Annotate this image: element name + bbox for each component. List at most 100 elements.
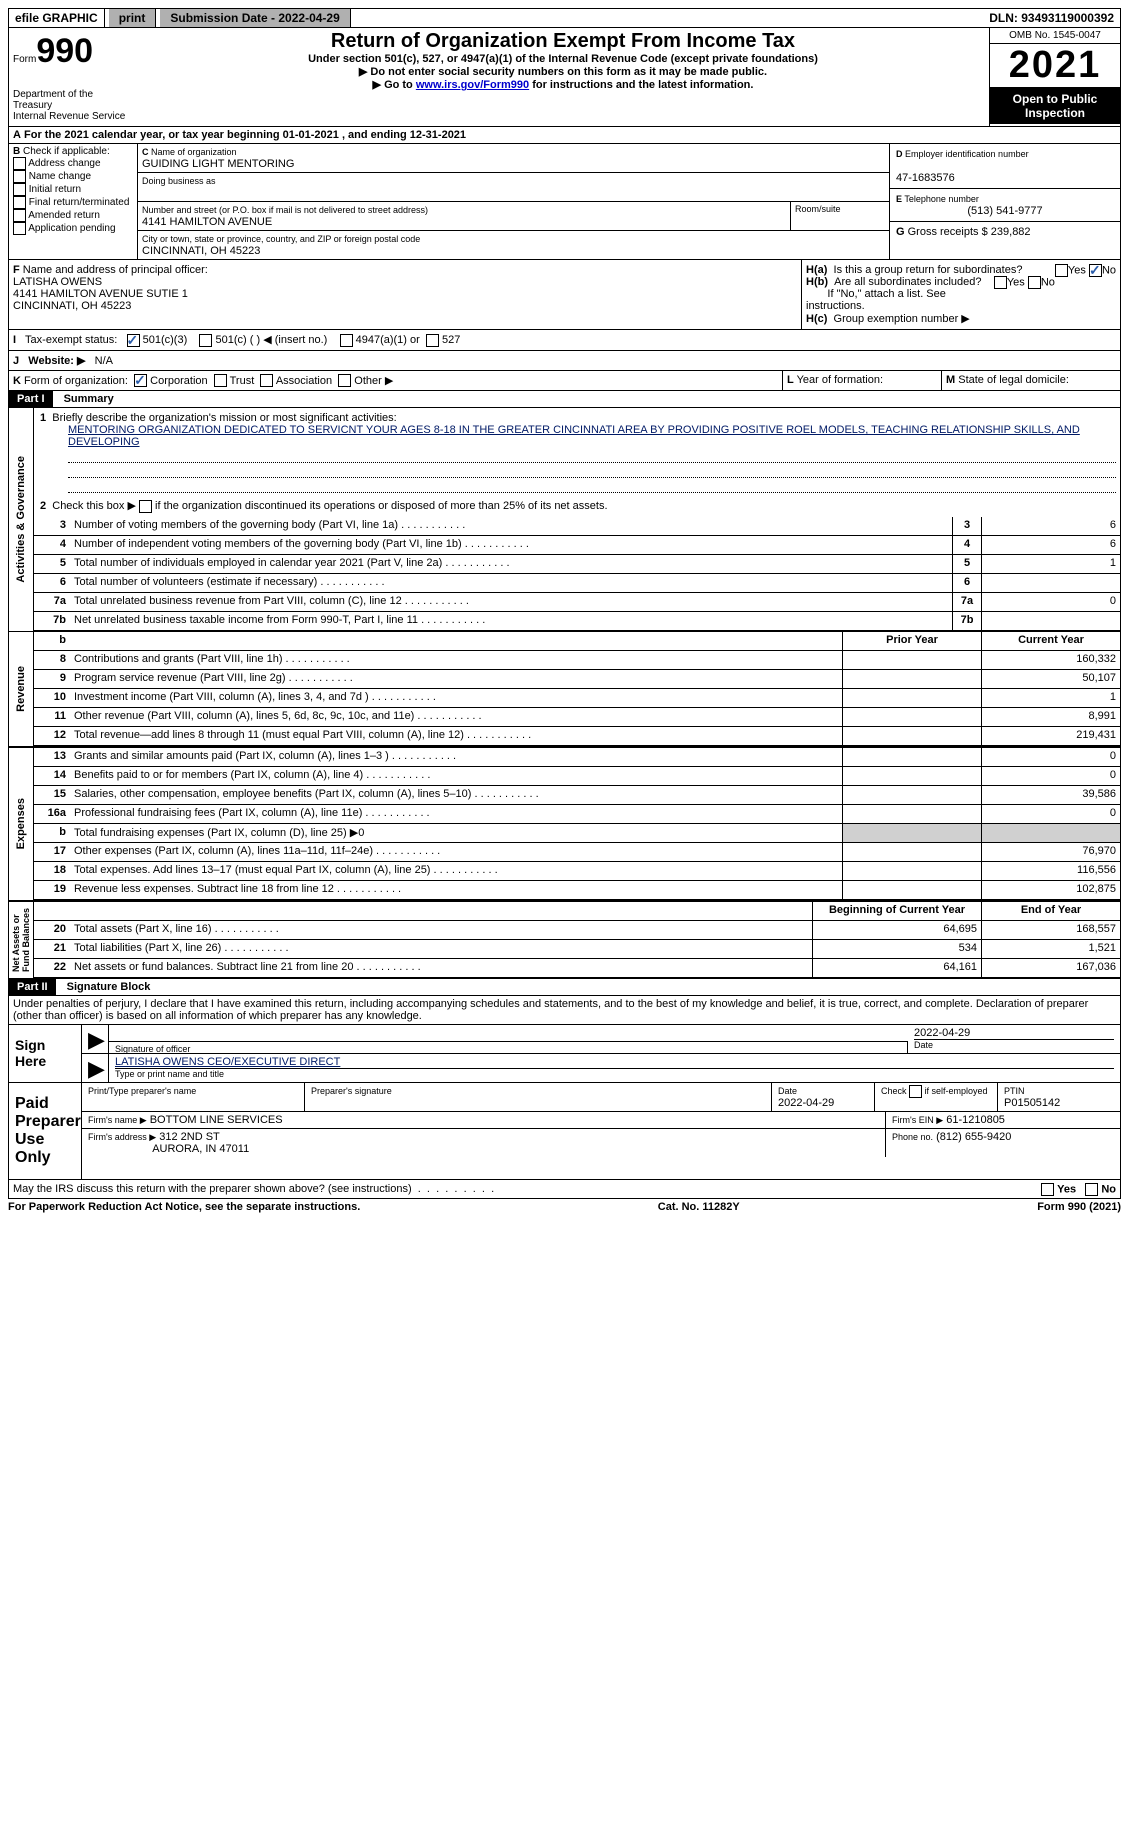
expense-line-b: bTotal fundraising expenses (Part IX, co… xyxy=(34,824,1120,843)
corp-check[interactable] xyxy=(134,374,147,387)
line-klm: K Form of organization: Corporation Trus… xyxy=(8,371,1121,392)
initial-return-check[interactable] xyxy=(13,183,26,196)
expense-line-18: 18Total expenses. Add lines 13–17 (must … xyxy=(34,862,1120,881)
website: N/A xyxy=(95,355,113,367)
officer-typed-name: LATISHA OWENS CEO/EXECUTIVE DIRECT xyxy=(115,1056,340,1068)
summary-line-5: 5Total number of individuals employed in… xyxy=(34,555,1120,574)
irs-link[interactable]: www.irs.gov/Form990 xyxy=(416,79,529,91)
part1-name: Summary xyxy=(56,393,114,405)
vlabel-net-assets: Net Assets orFund Balances xyxy=(9,902,34,978)
net-line-22: 22Net assets or fund balances. Subtract … xyxy=(34,959,1120,978)
vlabel-activities: Activities & Governance xyxy=(9,408,34,631)
other-check[interactable] xyxy=(338,374,351,387)
section-bcdeg: B Check if applicable: Address change Na… xyxy=(8,143,1121,260)
part2-name: Signature Block xyxy=(59,981,151,993)
submission-date: Submission Date - 2022-04-29 xyxy=(160,9,350,27)
subtitle-1: Under section 501(c), 527, or 4947(a)(1)… xyxy=(141,53,985,65)
officer-name: LATISHA OWENS xyxy=(13,276,102,288)
paid-preparer-label: Paid Preparer Use Only xyxy=(9,1083,81,1179)
section-f: F Name and address of principal officer:… xyxy=(9,260,801,329)
sig-officer-label: Signature of officer xyxy=(109,1041,908,1053)
section-fh: F Name and address of principal officer:… xyxy=(8,260,1121,330)
expense-line-13: 13Grants and similar amounts paid (Part … xyxy=(34,748,1120,767)
section-c: C Name of organization GUIDING LIGHT MEN… xyxy=(138,144,889,259)
firm-ein: 61-1210805 xyxy=(946,1114,1005,1126)
form-label: Form xyxy=(13,54,36,65)
open-to-public: Open to Public Inspection xyxy=(990,88,1120,124)
discuss-line: May the IRS discuss this return with the… xyxy=(8,1180,1121,1199)
dln: DLN: 93493119000392 xyxy=(983,9,1120,27)
hb-no[interactable] xyxy=(1028,276,1041,289)
gross-receipts: 239,882 xyxy=(991,226,1031,238)
part1-header: Part I xyxy=(9,391,53,407)
revenue-line-12: 12Total revenue—add lines 8 through 11 (… xyxy=(34,727,1120,746)
omb-number: OMB No. 1545-0047 xyxy=(990,28,1120,44)
form-id-box: Form990 Department of the Treasury Inter… xyxy=(9,28,137,126)
header-right-box: OMB No. 1545-0047 2021 Open to Public In… xyxy=(989,28,1120,126)
tax-year: 2021 xyxy=(990,44,1120,88)
addr-change-check[interactable] xyxy=(13,157,26,170)
mission-text: MENTORING ORGANIZATION DEDICATED TO SERV… xyxy=(68,424,1116,448)
subtitle-2: ▶ Do not enter social security numbers o… xyxy=(141,65,985,78)
hdr-end-year: End of Year xyxy=(981,902,1120,920)
line-2: 2 Check this box ▶ if the organization d… xyxy=(34,495,1120,517)
room-suite: Room/suite xyxy=(790,202,889,230)
amended-check[interactable] xyxy=(13,209,26,222)
ha-yes[interactable] xyxy=(1055,264,1068,277)
line-i: I Tax-exempt status: 501(c)(3) 501(c) ( … xyxy=(8,330,1121,351)
trust-check[interactable] xyxy=(214,374,227,387)
discuss-yes[interactable] xyxy=(1041,1183,1054,1196)
assoc-check[interactable] xyxy=(260,374,273,387)
subtitle-3: ▶ Go to www.irs.gov/Form990 for instruct… xyxy=(141,78,985,91)
part2-header: Part II xyxy=(9,979,56,995)
self-employed-check[interactable] xyxy=(909,1085,922,1098)
print-button[interactable]: print xyxy=(109,9,157,27)
discuss-no[interactable] xyxy=(1085,1183,1098,1196)
state-domicile: State of legal domicile: xyxy=(958,374,1069,386)
hb-yes[interactable] xyxy=(994,276,1007,289)
summary-line-4: 4Number of independent voting members of… xyxy=(34,536,1120,555)
vlabel-expenses: Expenses xyxy=(9,748,34,900)
discontinued-check[interactable] xyxy=(139,500,152,513)
sign-here-label: Sign Here xyxy=(9,1025,81,1082)
section-deg: D Employer identification number 47-1683… xyxy=(889,144,1120,259)
org-name: GUIDING LIGHT MENTORING xyxy=(142,158,294,170)
summary-line-3: 3Number of voting members of the governi… xyxy=(34,517,1120,536)
form-title: Return of Organization Exempt From Incom… xyxy=(141,30,985,53)
revenue-line-8: 8Contributions and grants (Part VIII, li… xyxy=(34,651,1120,670)
expense-line-16a: 16aProfessional fundraising fees (Part I… xyxy=(34,805,1120,824)
revenue-line-10: 10Investment income (Part VIII, column (… xyxy=(34,689,1120,708)
header-title-box: Return of Organization Exempt From Incom… xyxy=(137,28,989,126)
revenue-line-11: 11Other revenue (Part VIII, column (A), … xyxy=(34,708,1120,727)
final-return-check[interactable] xyxy=(13,196,26,209)
expense-line-17: 17Other expenses (Part IX, column (A), l… xyxy=(34,843,1120,862)
501c3-check[interactable] xyxy=(127,334,140,347)
ha-no[interactable] xyxy=(1089,264,1102,277)
line-1: 1 Briefly describe the organization's mi… xyxy=(34,408,1120,495)
hdr-current-year: Current Year xyxy=(981,632,1120,650)
sig-date: 2022-04-29 xyxy=(914,1027,970,1039)
internal-revenue: Internal Revenue Service xyxy=(13,111,133,122)
net-line-20: 20Total assets (Part X, line 16)64,69516… xyxy=(34,921,1120,940)
app-pending-check[interactable] xyxy=(13,222,26,235)
year-formation: Year of formation: xyxy=(797,374,883,386)
hdr-prior-year: Prior Year xyxy=(842,632,981,650)
expense-line-15: 15Salaries, other compensation, employee… xyxy=(34,786,1120,805)
firm-name: BOTTOM LINE SERVICES xyxy=(150,1114,283,1126)
501c-check[interactable] xyxy=(199,334,212,347)
net-line-21: 21Total liabilities (Part X, line 26)534… xyxy=(34,940,1120,959)
top-bar: efile GRAPHIC print Submission Date - 20… xyxy=(8,8,1121,28)
telephone: (513) 541-9777 xyxy=(896,205,1114,217)
revenue-line-9: 9Program service revenue (Part VIII, lin… xyxy=(34,670,1120,689)
page-footer: For Paperwork Reduction Act Notice, see … xyxy=(8,1199,1121,1215)
street-address: 4141 HAMILTON AVENUE xyxy=(142,216,272,228)
prep-date: 2022-04-29 xyxy=(778,1097,834,1109)
4947-check[interactable] xyxy=(340,334,353,347)
ein: 47-1683576 xyxy=(896,172,955,184)
name-change-check[interactable] xyxy=(13,170,26,183)
dba-label: Doing business as xyxy=(142,176,216,186)
period-line: A For the 2021 calendar year, or tax yea… xyxy=(8,126,1121,143)
527-check[interactable] xyxy=(426,334,439,347)
line-j: J Website: ▶ N/A xyxy=(8,351,1121,371)
summary-line-7b: 7bNet unrelated business taxable income … xyxy=(34,612,1120,631)
